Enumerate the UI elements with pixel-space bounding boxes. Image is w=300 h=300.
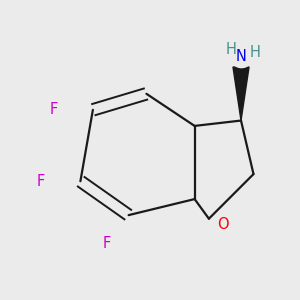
Text: F: F <box>37 174 45 189</box>
Polygon shape <box>233 67 249 121</box>
Text: H: H <box>249 45 260 60</box>
Text: H: H <box>226 42 237 57</box>
Text: O: O <box>218 217 229 232</box>
Text: F: F <box>103 236 111 251</box>
Text: F: F <box>50 102 58 117</box>
Text: N: N <box>236 49 246 64</box>
